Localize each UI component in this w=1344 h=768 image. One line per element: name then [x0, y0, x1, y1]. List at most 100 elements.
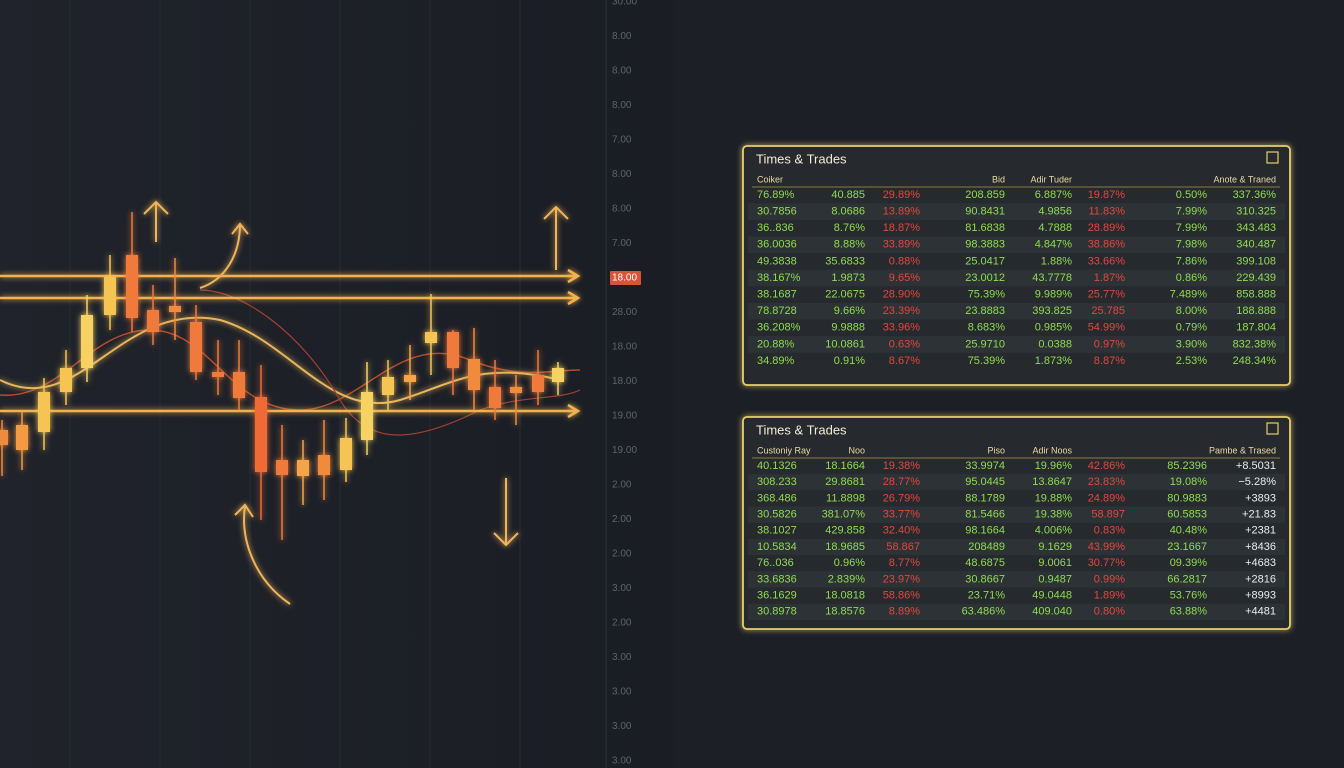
cell: 0.99% — [1094, 573, 1125, 585]
arrow — [199, 222, 249, 289]
cell: 7.99% — [1176, 222, 1207, 234]
cell: 19.96% — [1035, 460, 1073, 472]
candle-body — [169, 306, 181, 312]
cell: 23.1667 — [1167, 541, 1207, 553]
cell: 8.77% — [889, 557, 920, 569]
cell: 28.77% — [883, 476, 921, 488]
cell: +21.83 — [1242, 509, 1276, 521]
cell: 88.1789 — [965, 492, 1005, 504]
cell: 8.76% — [834, 222, 865, 234]
cell: +4481 — [1245, 606, 1276, 618]
candle-body — [126, 255, 138, 318]
cell: 0.985% — [1035, 322, 1073, 334]
cell: +8993 — [1245, 590, 1276, 602]
cell: 310.325 — [1236, 206, 1276, 218]
cell: 85.2396 — [1167, 460, 1207, 472]
cell: +2381 — [1245, 525, 1276, 537]
cell: +3893 — [1245, 492, 1276, 504]
cell: 409.040 — [1032, 606, 1072, 618]
cell: 28.89% — [1088, 222, 1126, 234]
y-tick-label: 8.00 — [612, 204, 632, 215]
row-stripe — [748, 603, 1285, 620]
cell: 343.483 — [1236, 222, 1276, 234]
column-header: Anote & Traned — [1213, 174, 1276, 184]
cell: 0.86% — [1176, 272, 1207, 284]
cell: 0.88% — [889, 255, 920, 267]
cell: 38.86% — [1088, 239, 1126, 251]
arrow — [143, 200, 169, 242]
cell: 9.0061 — [1038, 557, 1072, 569]
candle-body — [255, 397, 267, 472]
level-line — [0, 290, 581, 306]
cell: 368.486 — [757, 492, 797, 504]
cell: 81.6838 — [965, 222, 1005, 234]
arrow — [543, 205, 569, 270]
candle-body — [60, 368, 72, 392]
cell: 40.48% — [1170, 525, 1208, 537]
cell: 76..036 — [757, 557, 794, 569]
cell: 18.9685 — [825, 541, 865, 553]
y-tick-label: 7.00 — [612, 238, 632, 249]
level-line — [0, 268, 581, 284]
cell: 4.006% — [1035, 525, 1073, 537]
cell: 0.50% — [1176, 189, 1207, 201]
row-stripe — [748, 538, 1285, 556]
cell: 33.77% — [883, 509, 921, 521]
cell: 80.9883 — [1167, 492, 1207, 504]
cell: 58.897 — [1091, 509, 1125, 521]
cell: 18.1664 — [825, 460, 865, 472]
cell: 33.89% — [883, 239, 921, 251]
cell: +8.5031 — [1236, 460, 1276, 472]
candle-body — [425, 332, 437, 343]
candles — [0, 212, 564, 540]
candle-body — [276, 460, 288, 475]
cell: 22.0675 — [825, 289, 865, 301]
cell: 0.80% — [1094, 606, 1125, 618]
panel-button[interactable] — [1266, 422, 1279, 435]
cell: 1.87% — [1094, 272, 1125, 284]
cell: 18.87% — [883, 222, 921, 234]
cell: 23.71% — [968, 590, 1006, 602]
price-marker — [610, 271, 641, 285]
panel-button[interactable] — [1266, 151, 1279, 164]
arrows — [143, 200, 569, 605]
cell: 30.8978 — [757, 606, 797, 618]
cell: 20.88% — [757, 338, 795, 350]
cell: 19.38% — [883, 460, 921, 472]
cell: 8.67% — [889, 355, 920, 367]
candle-body — [212, 372, 224, 377]
y-tick-label: 8.00 — [612, 31, 632, 42]
row-stripe — [748, 269, 1285, 287]
candle-body — [552, 368, 564, 382]
cell: 90.8431 — [965, 206, 1005, 218]
cell: 48.6875 — [965, 557, 1005, 569]
levels — [0, 268, 581, 419]
candle-body — [16, 425, 28, 450]
cell: 208.859 — [965, 189, 1005, 201]
cell: 36.1629 — [757, 590, 797, 602]
cell: 75.39% — [968, 289, 1006, 301]
cell: 18.0818 — [825, 590, 865, 602]
cell: 13.8647 — [1032, 476, 1072, 488]
cell: 36..836 — [757, 222, 794, 234]
cell: 23.0012 — [965, 272, 1005, 284]
cell: 429.858 — [825, 525, 865, 537]
cell: 66.2817 — [1167, 573, 1207, 585]
cell: 30.77% — [1088, 557, 1126, 569]
cell: 40.1326 — [757, 460, 797, 472]
cell: 0.83% — [1094, 525, 1125, 537]
cell: 23.39% — [883, 305, 921, 317]
row-stripe — [748, 236, 1285, 254]
cell: 10.0861 — [825, 338, 865, 350]
column-header: Adir Noos — [1032, 445, 1072, 455]
cell: 34.89% — [757, 355, 795, 367]
y-tick-label: 3.00 — [612, 721, 632, 732]
cell: 76.89% — [757, 189, 795, 201]
cell: 7.99% — [1176, 206, 1207, 218]
cell: 4.847% — [1035, 239, 1073, 251]
arrow — [234, 503, 291, 605]
candle-body — [447, 332, 459, 368]
cell: 30.8667 — [965, 573, 1005, 585]
cell: 95.0445 — [965, 476, 1005, 488]
cell: 7.98% — [1176, 239, 1207, 251]
